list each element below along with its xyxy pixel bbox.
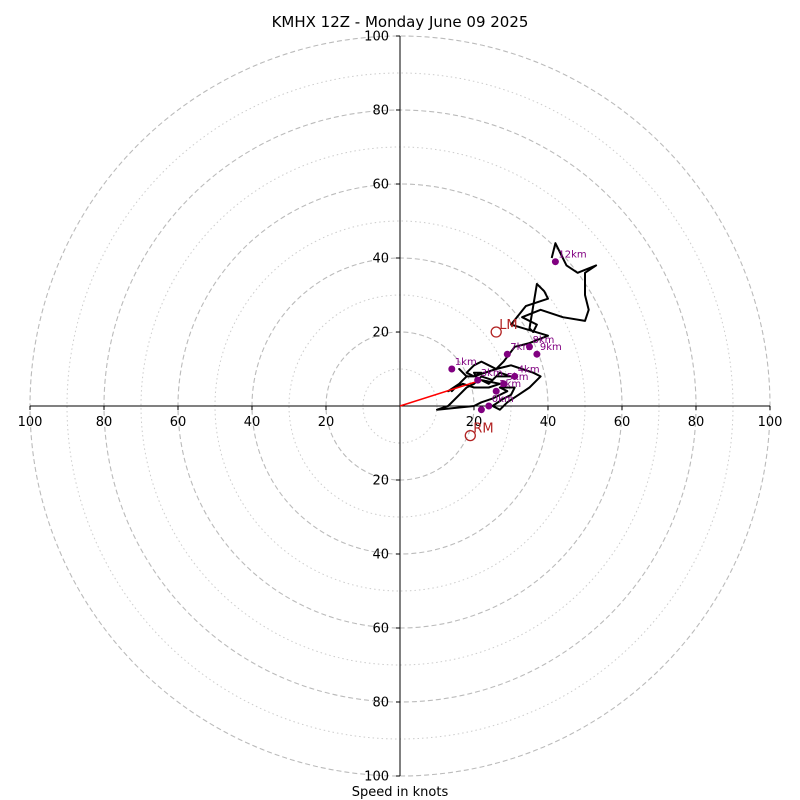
- tick-label-right: 60: [614, 415, 631, 430]
- height-marker-dot: [526, 343, 533, 351]
- height-marker-dot: [485, 402, 493, 410]
- height-marker-label: 8km: [533, 335, 555, 346]
- height-marker-label: 7km: [510, 342, 532, 353]
- mean-wind-vector: [399, 379, 482, 407]
- tick-label-right: 20: [466, 415, 483, 430]
- axis-ticks: 20 20 20 20 40 40 40 40 60 60 60 60 80 80 80 80 100 100 10…: [18, 30, 783, 785]
- x-axis-label: Speed in knots: [352, 785, 449, 800]
- height-marker-dot: [503, 350, 511, 358]
- height-marker-dot: [500, 380, 508, 388]
- height-marker-dot: [492, 387, 500, 395]
- tick-label-right: 100: [758, 415, 783, 430]
- height-marker-dot: [511, 372, 519, 380]
- height-marker-label: 0km: [492, 394, 514, 405]
- tick-label-right: 40: [540, 415, 557, 430]
- height-marker-label: 3km: [481, 368, 503, 379]
- tick-label-top: 100: [364, 30, 389, 45]
- tick-label-top: 80: [372, 104, 389, 119]
- storm-motion-markers: LM RM: [464, 318, 518, 442]
- height-marker-dot: [551, 258, 559, 266]
- mean-wind-vector-group: [399, 379, 482, 407]
- tick-label-left: 60: [170, 415, 187, 430]
- tick-label-top: 20: [372, 326, 389, 341]
- chart-title: KMHX 12Z - Monday June 09 2025: [272, 13, 529, 31]
- tick-label-left: 20: [318, 415, 335, 430]
- tick-label-bottom: 100: [364, 770, 389, 785]
- storm-motion-label: LM: [499, 318, 517, 333]
- tick-label-bottom: 80: [372, 696, 389, 711]
- tick-label-left: 100: [18, 415, 43, 430]
- height-marker-dot: [474, 376, 482, 384]
- tick-label-left: 80: [96, 415, 113, 430]
- height-marker-dot: [448, 365, 456, 373]
- height-marker-dot: [533, 350, 541, 358]
- tick-label-left: 40: [244, 415, 261, 430]
- hodograph-trace-group: [436, 242, 598, 411]
- storm-motion-marker: [490, 326, 502, 338]
- height-marker-label: 9km: [540, 342, 562, 353]
- height-marker-label: 1km: [455, 357, 477, 368]
- tick-label-top: 60: [372, 178, 389, 193]
- storm-motion-marker: [464, 429, 476, 442]
- height-marker-label: 4km: [518, 364, 540, 375]
- height-marker-label: 2km: [499, 379, 521, 390]
- tick-label-bottom: 40: [372, 548, 389, 563]
- tick-label-right: 80: [688, 415, 705, 430]
- tick-label-bottom: 60: [372, 622, 389, 637]
- storm-motion-label: RM: [473, 422, 493, 437]
- tick-label-bottom: 20: [372, 474, 389, 489]
- tick-label-top: 40: [372, 252, 389, 267]
- hodograph-trace: [436, 242, 598, 411]
- height-marker-label: 5km: [507, 372, 529, 383]
- height-marker-dot: [477, 406, 485, 414]
- height-marker-label: 12km: [558, 250, 586, 261]
